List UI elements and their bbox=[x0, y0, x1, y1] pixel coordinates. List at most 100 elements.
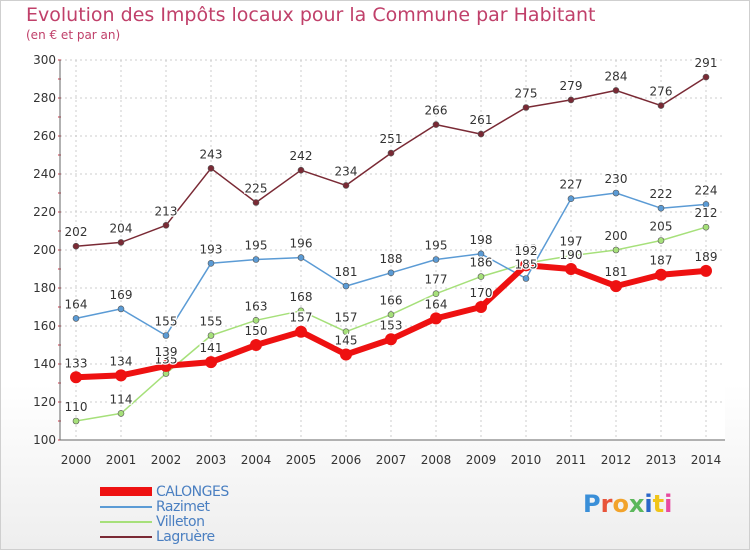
data-label: 227 bbox=[560, 178, 583, 192]
data-point bbox=[385, 333, 397, 346]
data-label: 185 bbox=[515, 258, 538, 272]
series-villeton bbox=[72, 223, 710, 425]
data-label: 114 bbox=[110, 392, 133, 406]
data-label: 192 bbox=[515, 244, 538, 258]
data-point bbox=[297, 166, 305, 174]
data-point bbox=[702, 223, 710, 231]
data-label: 213 bbox=[155, 204, 178, 218]
data-label: 284 bbox=[605, 69, 628, 83]
x-tick-label: 2009 bbox=[466, 453, 497, 467]
data-label: 234 bbox=[335, 164, 358, 178]
data-point bbox=[700, 264, 712, 277]
data-point bbox=[342, 182, 350, 189]
series-lagruère bbox=[72, 73, 710, 250]
data-label: 187 bbox=[650, 254, 673, 268]
x-tick-label: 2002 bbox=[151, 453, 182, 467]
data-point bbox=[117, 305, 125, 313]
data-point bbox=[657, 204, 665, 212]
data-point bbox=[207, 259, 215, 267]
data-point bbox=[657, 237, 665, 244]
data-point bbox=[207, 165, 215, 172]
data-label: 134 bbox=[110, 354, 133, 368]
data-label: 222 bbox=[650, 187, 673, 201]
x-tick-label: 2007 bbox=[376, 453, 407, 467]
data-label: 177 bbox=[425, 273, 448, 287]
legend-item: Villeton bbox=[100, 513, 229, 530]
data-point bbox=[72, 315, 80, 322]
data-point bbox=[162, 332, 170, 339]
data-label: 202 bbox=[65, 225, 88, 239]
legend-swatch bbox=[100, 487, 152, 496]
data-label: 261 bbox=[470, 113, 493, 127]
data-label: 190 bbox=[560, 248, 583, 262]
x-tick-label: 2006 bbox=[331, 453, 362, 467]
data-point bbox=[432, 121, 440, 128]
data-point bbox=[297, 254, 305, 261]
x-tick-label: 2011 bbox=[556, 453, 587, 467]
y-tick-label: 280 bbox=[33, 91, 56, 105]
y-tick-label: 300 bbox=[33, 53, 56, 67]
data-label: 168 bbox=[290, 290, 313, 304]
data-label: 139 bbox=[155, 345, 178, 359]
data-label: 110 bbox=[65, 400, 88, 414]
data-label: 141 bbox=[200, 341, 223, 355]
data-point bbox=[702, 201, 710, 208]
data-label: 135 bbox=[155, 353, 178, 367]
x-tick-label: 2014 bbox=[691, 453, 722, 467]
data-point bbox=[612, 87, 620, 94]
data-label: 230 bbox=[605, 172, 628, 186]
data-label: 193 bbox=[515, 242, 538, 256]
data-point bbox=[162, 222, 170, 229]
legend-label: Villeton bbox=[156, 513, 205, 530]
data-label: 196 bbox=[290, 237, 313, 251]
data-label: 212 bbox=[695, 206, 718, 220]
y-tick-label: 200 bbox=[33, 243, 56, 257]
x-tick-label: 2005 bbox=[286, 453, 317, 467]
data-point bbox=[477, 250, 485, 258]
data-point bbox=[72, 242, 80, 250]
data-point bbox=[477, 130, 485, 138]
data-label: 243 bbox=[200, 147, 223, 161]
x-tick-label: 2010 bbox=[511, 453, 542, 467]
data-point bbox=[160, 359, 172, 372]
data-label: 291 bbox=[695, 56, 718, 70]
data-point bbox=[252, 199, 260, 206]
data-point bbox=[207, 332, 215, 339]
data-label: 157 bbox=[290, 311, 313, 325]
data-label: 276 bbox=[650, 85, 673, 99]
data-label: 251 bbox=[380, 132, 403, 146]
data-label: 150 bbox=[245, 324, 268, 338]
data-label: 181 bbox=[335, 265, 358, 279]
data-label: 186 bbox=[470, 256, 493, 270]
data-label: 224 bbox=[695, 183, 718, 197]
x-tick-label: 2004 bbox=[241, 453, 272, 467]
logo-letter: t bbox=[652, 490, 665, 518]
data-point bbox=[520, 259, 532, 272]
data-point bbox=[252, 256, 260, 263]
data-point bbox=[522, 104, 530, 111]
legend-item: CALONGES bbox=[100, 484, 229, 500]
data-point bbox=[655, 268, 667, 281]
legend-label: Lagruère bbox=[156, 528, 215, 545]
data-point bbox=[610, 280, 622, 293]
data-point bbox=[387, 269, 395, 277]
data-point bbox=[567, 195, 575, 202]
data-label: 169 bbox=[110, 288, 133, 302]
data-label: 170 bbox=[470, 286, 493, 300]
data-point bbox=[657, 102, 665, 109]
data-point bbox=[115, 369, 127, 382]
data-point bbox=[252, 316, 260, 324]
data-label: 145 bbox=[335, 334, 358, 348]
legend-swatch bbox=[100, 535, 152, 538]
data-label: 181 bbox=[605, 265, 628, 279]
data-label: 242 bbox=[290, 149, 313, 163]
data-point bbox=[430, 312, 442, 325]
data-point bbox=[342, 328, 350, 336]
data-label: 197 bbox=[560, 235, 583, 249]
data-point bbox=[432, 290, 440, 298]
data-label: 193 bbox=[200, 242, 223, 256]
data-point bbox=[342, 282, 350, 290]
x-tick-label: 2003 bbox=[196, 453, 227, 467]
data-label: 205 bbox=[650, 220, 673, 234]
